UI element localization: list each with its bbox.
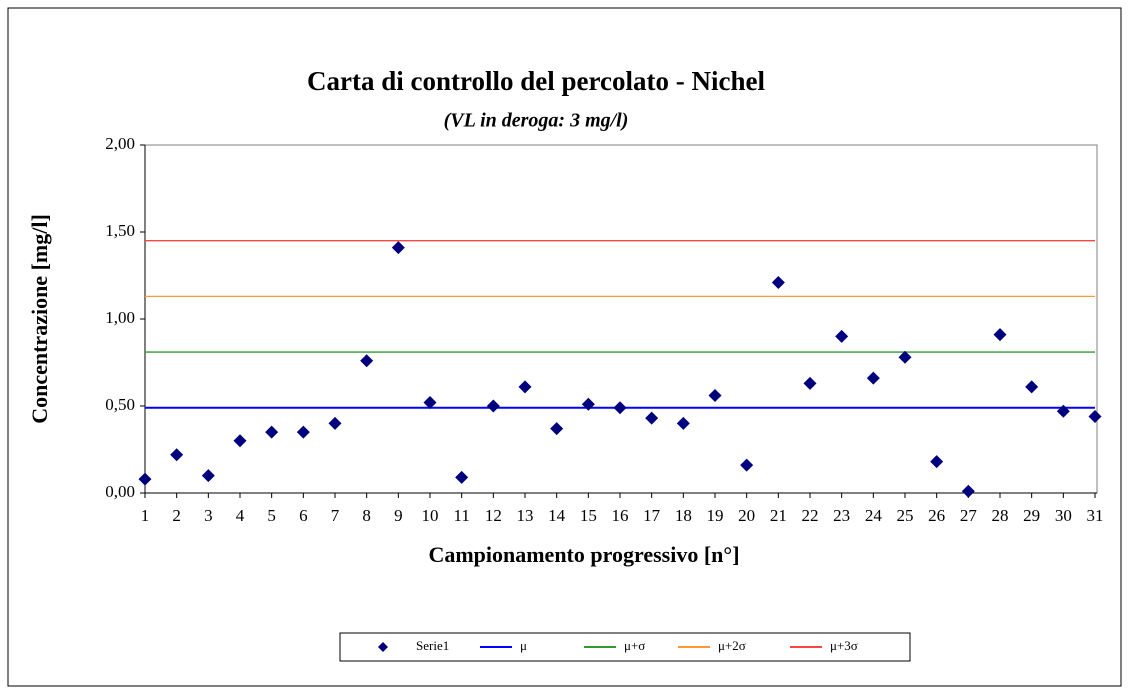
legend-label: μ+σ: [624, 638, 645, 653]
data-point: [265, 425, 279, 439]
x-tick-label: 13: [517, 506, 534, 525]
x-tick-label: 24: [865, 506, 883, 525]
x-tick-label: 9: [394, 506, 403, 525]
y-tick-label: 0,00: [105, 482, 135, 501]
data-point: [233, 434, 247, 448]
legend-label: μ+3σ: [830, 638, 858, 653]
data-point: [1088, 409, 1102, 423]
data-point: [740, 458, 754, 472]
x-tick-label: 1: [141, 506, 150, 525]
y-axis-label: Concentrazione [mg/l]: [27, 214, 52, 424]
x-tick-label: 29: [1023, 506, 1040, 525]
x-tick-label: 28: [992, 506, 1009, 525]
x-tick-label: 5: [267, 506, 276, 525]
data-point: [201, 469, 215, 483]
data-point: [138, 472, 152, 486]
plot-area: [144, 144, 1098, 494]
data-point: [645, 411, 659, 425]
data-point: [930, 455, 944, 469]
y-tick-label: 1,00: [105, 308, 135, 327]
x-tick-label: 20: [738, 506, 755, 525]
data-point: [518, 380, 532, 394]
data-point: [455, 470, 469, 484]
data-point: [581, 397, 595, 411]
x-tick-label: 8: [362, 506, 371, 525]
legend-label: Serie1: [416, 638, 449, 653]
data-point: [170, 448, 184, 462]
x-tick-label: 30: [1055, 506, 1072, 525]
data-point: [1056, 404, 1070, 418]
data-point: [550, 422, 564, 436]
data-point: [1025, 380, 1039, 394]
x-tick-label: 18: [675, 506, 692, 525]
x-tick-label: 26: [928, 506, 945, 525]
x-tick-label: 22: [802, 506, 819, 525]
chart-subtitle: (VL in deroga: 3 mg/l): [444, 110, 629, 132]
data-point: [296, 425, 310, 439]
x-tick-label: 12: [485, 506, 502, 525]
x-axis-label: Campionamento progressivo [n°]: [428, 542, 739, 567]
x-tick-label: 21: [770, 506, 787, 525]
x-tick-label: 11: [453, 506, 469, 525]
data-point: [360, 354, 374, 368]
legend-label: μ: [520, 638, 527, 653]
x-tick-label: 23: [833, 506, 850, 525]
x-tick-label: 27: [960, 506, 978, 525]
x-tick-label: 14: [548, 506, 566, 525]
y-tick-label: 0,50: [105, 395, 135, 414]
legend-label: μ+2σ: [718, 638, 746, 653]
data-point: [613, 401, 627, 415]
data-point: [803, 376, 817, 390]
data-point: [866, 371, 880, 385]
data-point: [708, 389, 722, 403]
data-point: [835, 329, 849, 343]
x-tick-label: 15: [580, 506, 597, 525]
y-tick-label: 1,50: [105, 221, 135, 240]
y-tick-label: 2,00: [105, 134, 135, 153]
data-point: [423, 396, 437, 410]
data-point: [391, 241, 405, 255]
x-tick-label: 7: [331, 506, 340, 525]
x-tick-label: 6: [299, 506, 308, 525]
x-tick-label: 25: [897, 506, 914, 525]
data-point: [993, 328, 1007, 342]
data-point: [486, 399, 500, 413]
x-tick-label: 2: [172, 506, 181, 525]
x-tick-label: 17: [643, 506, 661, 525]
x-tick-label: 3: [204, 506, 213, 525]
chart-title: Carta di controllo del percolato - Niche…: [307, 66, 765, 96]
x-tick-label: 19: [707, 506, 724, 525]
x-tick-label: 4: [236, 506, 245, 525]
x-tick-label: 16: [612, 506, 629, 525]
x-tick-label: 31: [1087, 506, 1104, 525]
legend-symbol: [378, 642, 388, 652]
data-point: [961, 484, 975, 498]
data-point: [771, 275, 785, 289]
data-point: [328, 416, 342, 430]
x-tick-label: 10: [422, 506, 439, 525]
data-point: [898, 350, 912, 364]
data-point: [676, 416, 690, 430]
